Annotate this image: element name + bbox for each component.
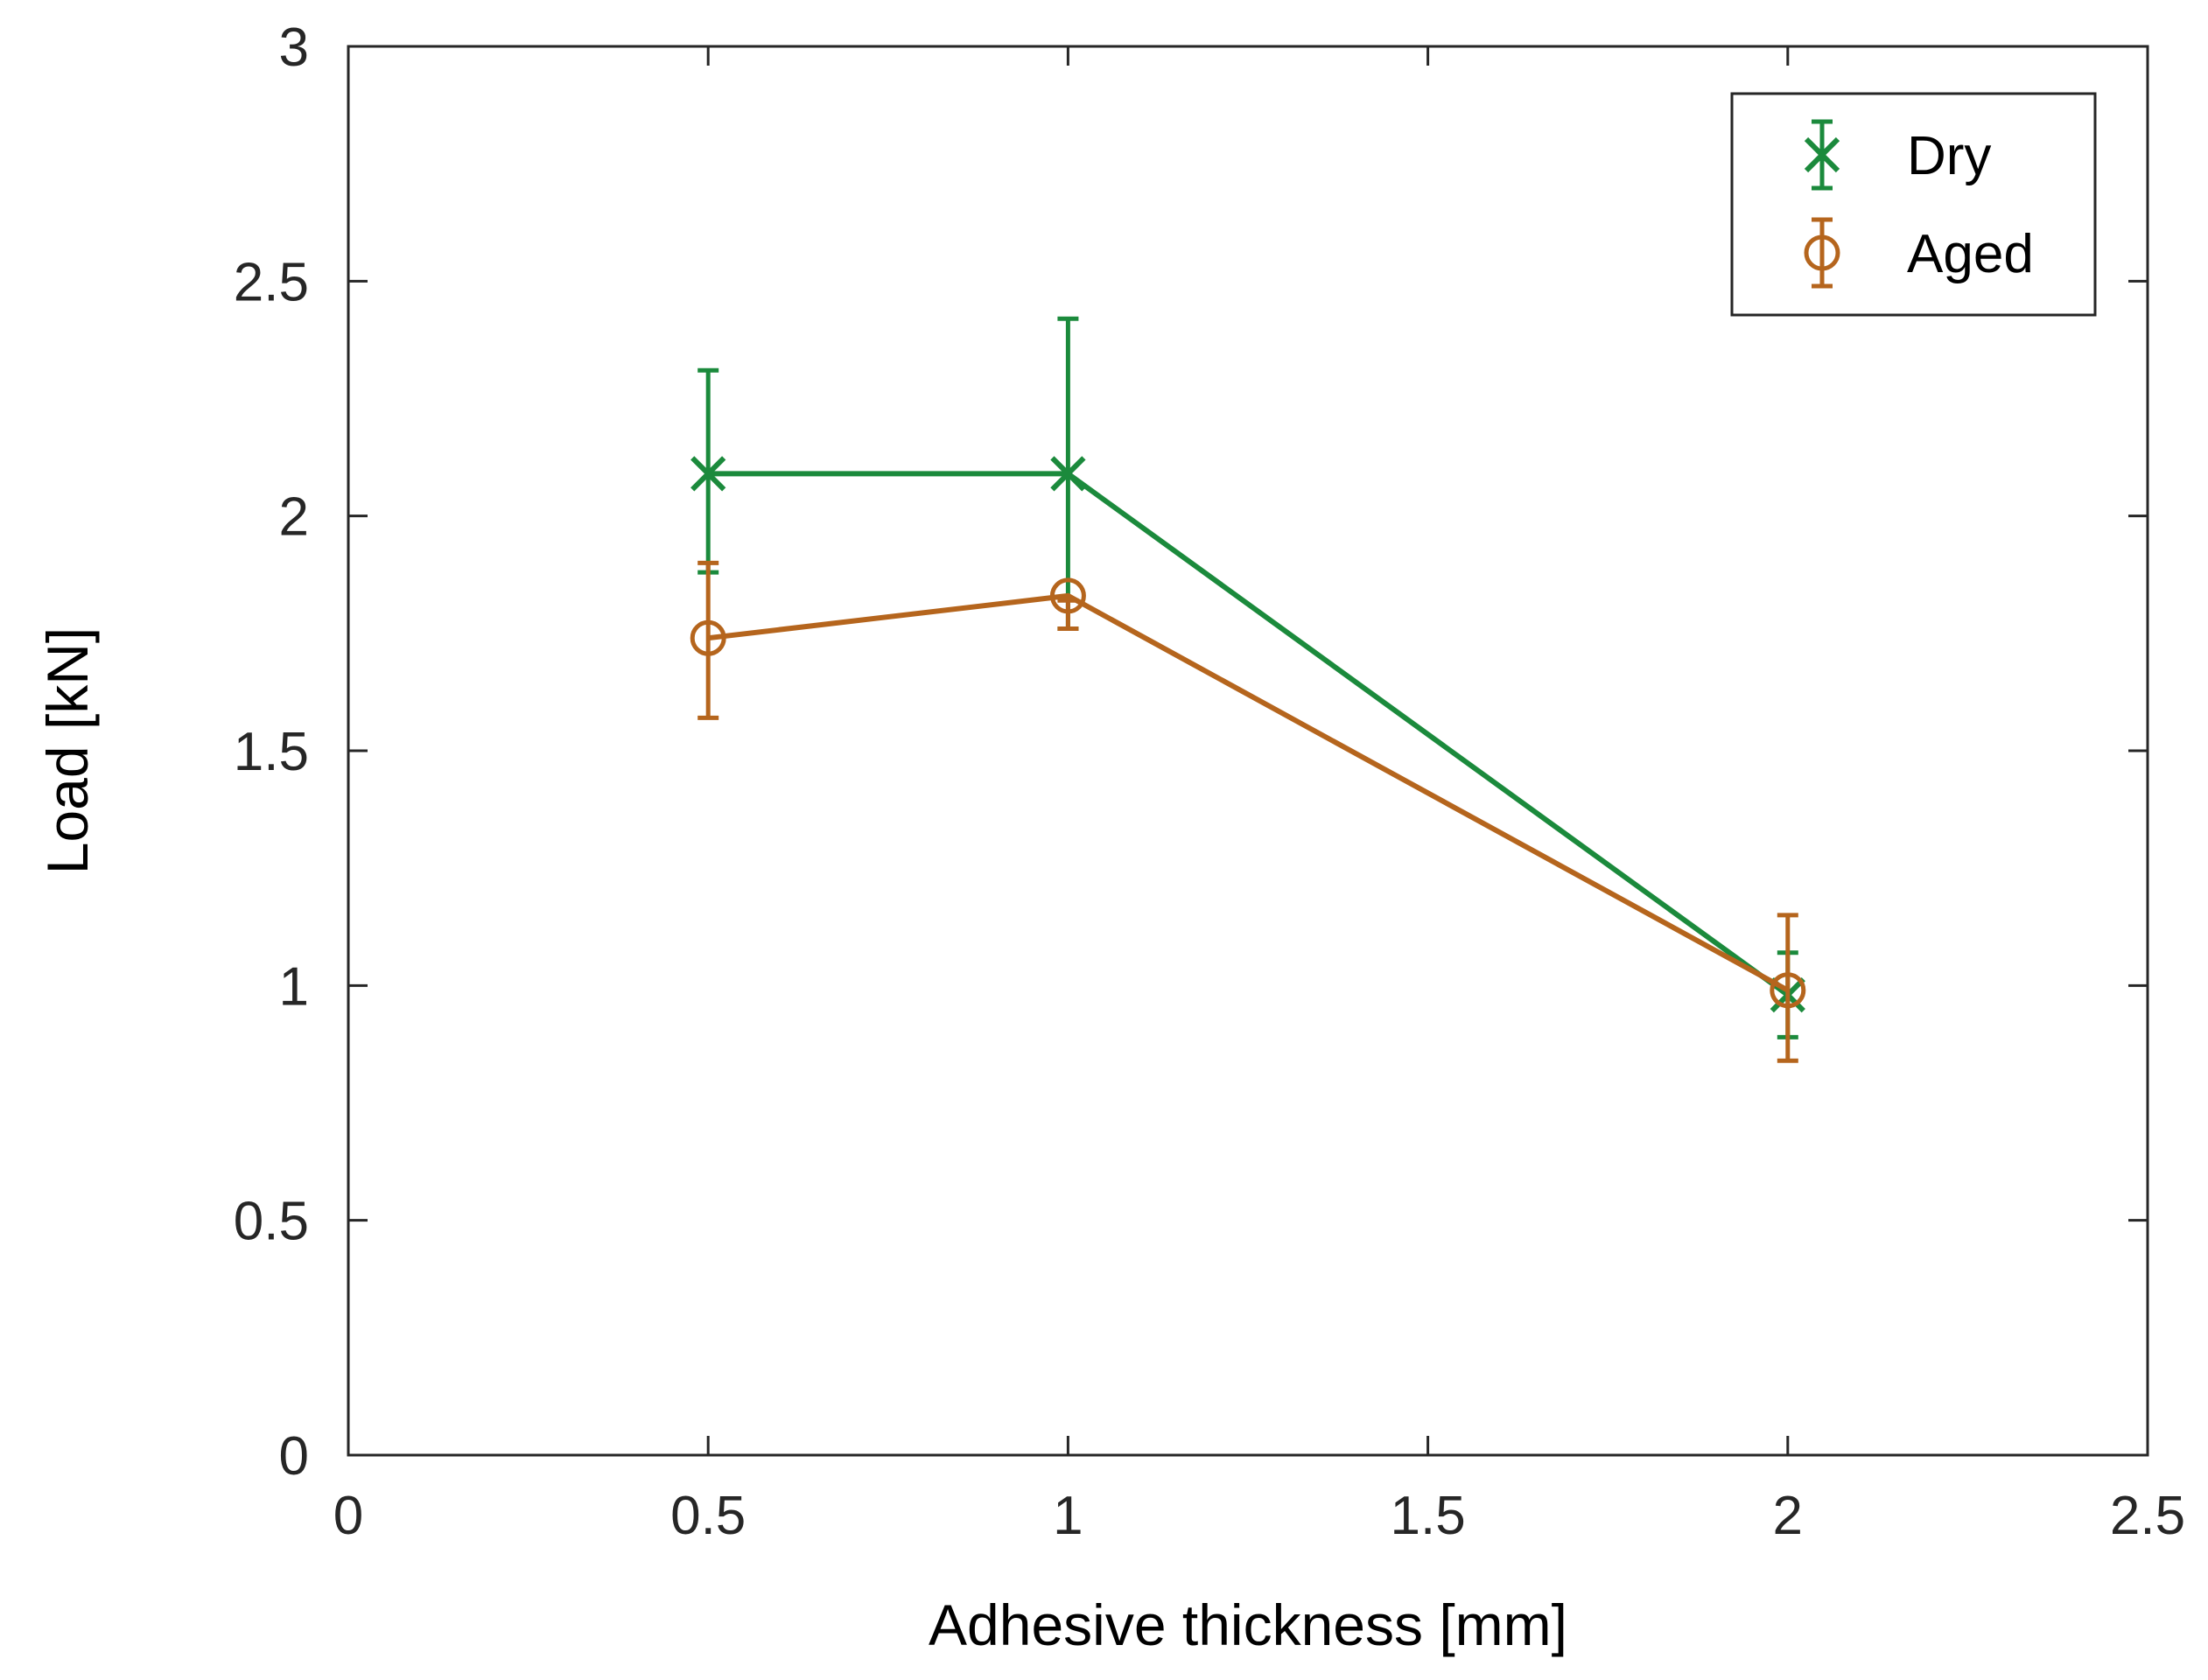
legend-box xyxy=(1730,92,2097,317)
y-tick-label: 3 xyxy=(279,18,309,78)
legend-swatch-dry xyxy=(1804,119,1840,191)
legend: Dry Aged xyxy=(1730,92,2097,317)
series-layer xyxy=(690,316,1806,1063)
y-tick-label: 0 xyxy=(279,1426,309,1487)
marker-stroke xyxy=(1050,456,1086,492)
data-point xyxy=(1049,578,1086,614)
x-tick-label: 1.5 xyxy=(1390,1486,1465,1546)
y-tick-label: 0.5 xyxy=(234,1192,309,1252)
legend-label-dry: Dry xyxy=(1907,126,1991,186)
marker-stroke xyxy=(690,456,726,492)
y-tick-label: 2.5 xyxy=(234,252,309,312)
error-bar xyxy=(1057,598,1079,631)
axes-box xyxy=(347,45,2149,1457)
x-tick-label: 2 xyxy=(1773,1486,1803,1546)
data-point xyxy=(1050,456,1086,492)
marker-stroke xyxy=(1804,136,1840,173)
legend-marker xyxy=(1804,136,1840,173)
error-bar xyxy=(1777,913,1798,1063)
x-tick-label: 0.5 xyxy=(670,1486,746,1546)
data-point xyxy=(1770,972,1806,1009)
legend-swatch-aged xyxy=(1804,217,1840,289)
x-tick-label: 2.5 xyxy=(2110,1486,2185,1546)
y-tick-label: 1.5 xyxy=(234,722,309,782)
y-axis-label: Load [kN] xyxy=(35,627,100,875)
series-aged xyxy=(690,560,1806,1063)
series-line xyxy=(707,592,1790,993)
y-tick-label: 2 xyxy=(279,487,309,548)
data-point xyxy=(690,620,726,656)
legend-marker xyxy=(1804,234,1840,271)
x-tick-label: 0 xyxy=(333,1486,363,1546)
y-tick-label: 1 xyxy=(279,956,309,1017)
data-point xyxy=(690,456,726,492)
axis-ticks: 0 0.5 1 1.5 2 2.5 0 0.5 1 1.5 2 2.5 3 xyxy=(234,18,2185,1546)
x-tick-label: 1 xyxy=(1053,1486,1083,1546)
error-bar xyxy=(697,560,719,720)
legend-label-aged: Aged xyxy=(1907,224,2034,284)
x-axis-label: Adhesive thickness [mm] xyxy=(929,1592,1567,1657)
